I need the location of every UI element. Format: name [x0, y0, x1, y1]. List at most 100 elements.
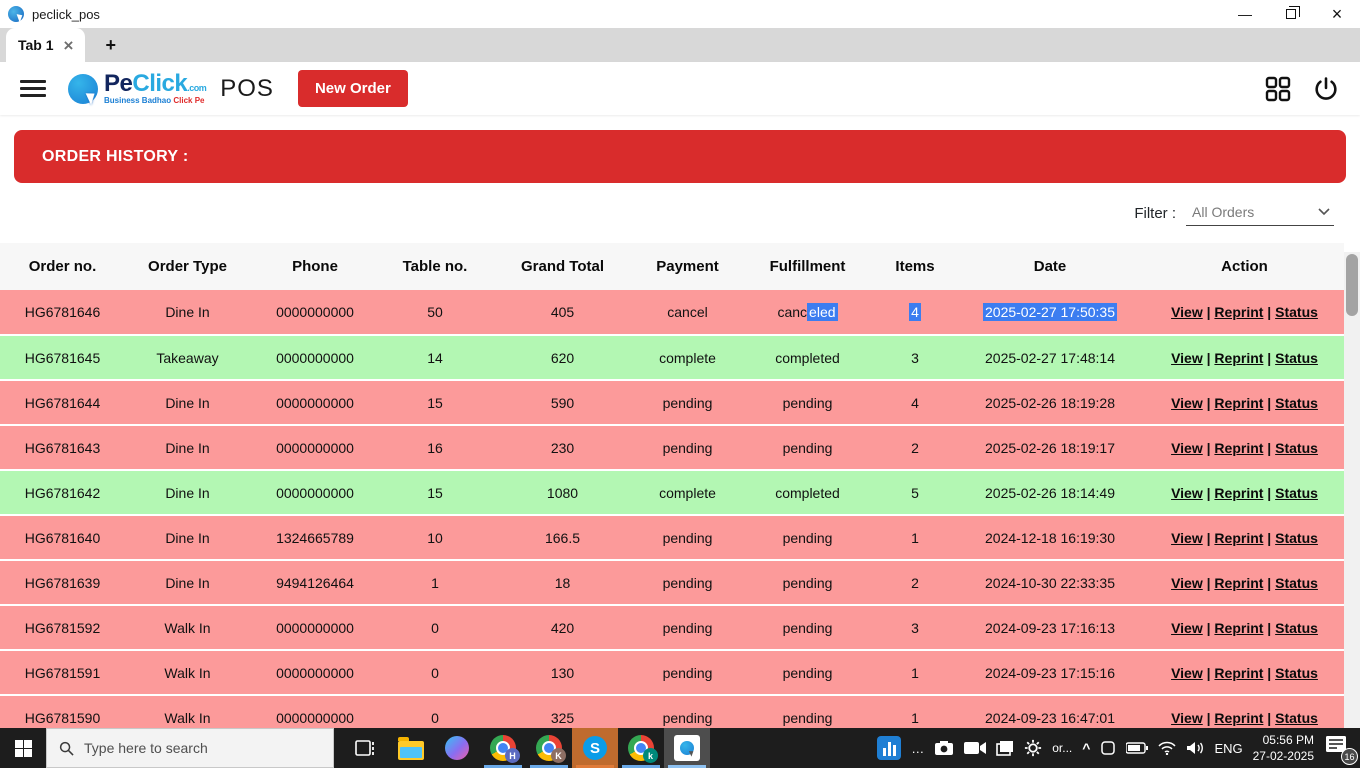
settings-gear-icon[interactable]	[1024, 739, 1042, 757]
new-tab-button[interactable]: +	[105, 35, 116, 55]
cell-grand-total: 1080	[490, 470, 635, 516]
minimize-button[interactable]: —	[1238, 6, 1252, 22]
table-header-row: Order no. Order Type Phone Table no. Grand T…	[0, 243, 1344, 290]
search-placeholder: Type here to search	[84, 740, 208, 756]
windows-logo-icon	[14, 739, 32, 757]
volume-icon[interactable]	[1186, 741, 1204, 755]
restore-button[interactable]	[1268, 0, 1314, 28]
cell-order-no: HG6781639	[0, 560, 125, 606]
column-header-order-no: Order no.	[0, 243, 125, 290]
action-view-link[interactable]: View	[1171, 439, 1203, 456]
cell-action: View | Reprint | Status	[1145, 560, 1344, 606]
tab-1[interactable]: Tab 1 ×	[6, 28, 86, 62]
action-view-link[interactable]: View	[1171, 484, 1203, 501]
action-view-link[interactable]: View	[1171, 619, 1203, 636]
chrome-profile-k2-button[interactable]: k	[618, 728, 664, 768]
cell-date: 2024-12-18 16:19:30	[955, 515, 1145, 561]
cell-fulfillment: pending	[740, 650, 875, 696]
task-view-button[interactable]	[342, 728, 388, 768]
action-view-link[interactable]: View	[1171, 304, 1203, 320]
peclick-app-button[interactable]	[664, 728, 710, 768]
action-status-link[interactable]: Status	[1275, 304, 1318, 320]
apps-grid-icon[interactable]	[1264, 75, 1292, 103]
close-button[interactable]: ×	[1331, 3, 1343, 24]
chrome-profile-h-button[interactable]: H	[480, 728, 526, 768]
table-row: HG6781646 Dine In 0000000000 50 405 cancel can…	[0, 290, 1344, 336]
notification-center-button[interactable]: 16	[1324, 734, 1358, 765]
vertical-scrollbar[interactable]	[1344, 252, 1360, 728]
action-reprint-link[interactable]: Reprint	[1214, 394, 1264, 411]
scrollbar-thumb[interactable]	[1346, 254, 1358, 316]
action-view-link[interactable]: View	[1171, 394, 1203, 411]
cell-phone: 0000000000	[250, 425, 380, 471]
action-reprint-link[interactable]: Reprint	[1214, 574, 1264, 591]
action-status-link[interactable]: Status	[1275, 439, 1318, 456]
cell-date: 2025-02-26 18:14:49	[955, 470, 1145, 516]
cell-fulfillment: canc eled	[740, 290, 875, 336]
chrome-profile-k-button[interactable]: K	[526, 728, 572, 768]
column-header-phone: Phone	[250, 243, 380, 290]
cell-phone: 0000000000	[250, 605, 380, 651]
brand-logo: PeClick.com Business Badhao Click Pe POS	[68, 72, 274, 105]
language-indicator[interactable]: ENG	[1214, 740, 1243, 756]
chevron-up-icon[interactable]: ^	[1082, 740, 1091, 756]
action-status-link[interactable]: Status	[1275, 574, 1318, 591]
cell-order-no: HG6781645	[0, 335, 125, 381]
column-header-items: Items	[875, 243, 955, 290]
skype-button[interactable]: S	[572, 728, 618, 768]
action-status-link[interactable]: Status	[1275, 664, 1318, 681]
power-icon[interactable]	[1312, 75, 1340, 103]
start-button[interactable]	[0, 728, 46, 768]
tablet-icon[interactable]	[1100, 740, 1116, 756]
cell-action: View | Reprint | Status	[1145, 470, 1344, 516]
action-status-link[interactable]: Status	[1275, 394, 1318, 411]
action-view-link[interactable]: View	[1171, 349, 1203, 366]
profile-badge: K	[551, 748, 566, 763]
action-view-link[interactable]: View	[1171, 574, 1203, 591]
cell-payment: pending	[635, 560, 740, 606]
wifi-icon[interactable]	[1158, 741, 1176, 755]
action-reprint-link[interactable]: Reprint	[1214, 439, 1264, 456]
action-view-link[interactable]: View	[1171, 664, 1203, 681]
action-status-link[interactable]: Status	[1275, 484, 1318, 501]
camera-icon[interactable]	[934, 740, 954, 756]
action-reprint-link[interactable]: Reprint	[1214, 304, 1264, 320]
taskbar-clock[interactable]: 05:56 PM 27-02-2025	[1253, 732, 1314, 764]
new-order-button[interactable]: New Order	[297, 70, 408, 107]
action-reprint-link[interactable]: Reprint	[1214, 664, 1264, 681]
cell-phone: 1324665789	[250, 515, 380, 561]
action-view-link[interactable]: View	[1171, 709, 1203, 726]
hamburger-menu-icon[interactable]	[20, 76, 46, 101]
action-reprint-link[interactable]: Reprint	[1214, 349, 1264, 366]
cell-order-no: HG6781640	[0, 515, 125, 561]
action-reprint-link[interactable]: Reprint	[1214, 709, 1264, 726]
cell-order-type: Dine In	[125, 560, 250, 606]
action-view-link[interactable]: View	[1171, 529, 1203, 546]
action-status-link[interactable]: Status	[1275, 709, 1318, 726]
cell-items: 1	[875, 515, 955, 561]
tray-app-icon[interactable]	[877, 736, 902, 760]
filter-label: Filter :	[1134, 204, 1176, 222]
action-reprint-link[interactable]: Reprint	[1214, 529, 1264, 546]
action-reprint-link[interactable]: Reprint	[1214, 619, 1264, 636]
action-reprint-link[interactable]: Reprint	[1214, 484, 1264, 501]
filter-select[interactable]: All Orders	[1186, 201, 1334, 226]
battery-icon[interactable]	[1126, 742, 1149, 754]
file-explorer-button[interactable]	[388, 728, 434, 768]
brand-click: Click	[132, 70, 188, 97]
cell-order-type: Takeaway	[125, 335, 250, 381]
folder-icon	[398, 736, 424, 760]
taskbar-search-input[interactable]: Type here to search	[46, 728, 334, 768]
tab-close-icon[interactable]: ×	[63, 35, 74, 55]
action-status-link[interactable]: Status	[1275, 529, 1318, 546]
cell-order-type: Dine In	[125, 470, 250, 516]
action-status-link[interactable]: Status	[1275, 619, 1318, 636]
action-status-link[interactable]: Status	[1275, 349, 1318, 366]
active-indicator	[576, 765, 614, 768]
windows-stack-icon[interactable]	[996, 740, 1014, 756]
copilot-button[interactable]	[434, 728, 480, 768]
video-camera-icon[interactable]	[964, 741, 987, 755]
brand-tagline: Business Badhao Click Pe	[104, 96, 205, 105]
cell-items: 4	[875, 380, 955, 426]
cell-payment: pending	[635, 650, 740, 696]
